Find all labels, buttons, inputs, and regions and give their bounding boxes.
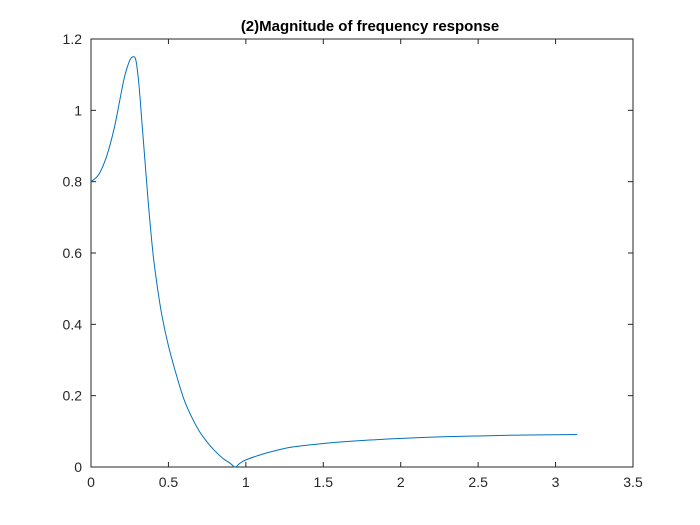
x-tick-label: 0 (87, 474, 95, 490)
magnitude-series-line (90, 56, 578, 468)
y-tick-label: 0.6 (63, 245, 83, 261)
y-tick-label: 1 (74, 102, 82, 118)
chart-title: (2)Magnitude of frequency response (241, 18, 499, 35)
y-tick-label: 0.4 (63, 316, 83, 332)
x-tick-label: 0.5 (159, 474, 179, 490)
y-tick-label: 1.2 (63, 31, 83, 47)
x-tick-label: 1.5 (314, 474, 334, 490)
x-tick-label: 1 (242, 474, 250, 490)
x-tick-label: 2 (397, 474, 405, 490)
axes-box (90, 38, 634, 468)
y-tick-label: 0 (74, 459, 82, 475)
x-tick-label: 2.5 (468, 474, 488, 490)
y-tick-label: 0.2 (63, 388, 83, 404)
x-tick-label: 3 (552, 474, 560, 490)
y-tick-label: 0.8 (63, 174, 83, 190)
plot-area: 0 0.5 1 1.5 2 2.5 3 3.5 0 0.2 0.4 0.6 0.8 1 1.2 (63, 31, 643, 490)
x-tick-label: 3.5 (623, 474, 643, 490)
